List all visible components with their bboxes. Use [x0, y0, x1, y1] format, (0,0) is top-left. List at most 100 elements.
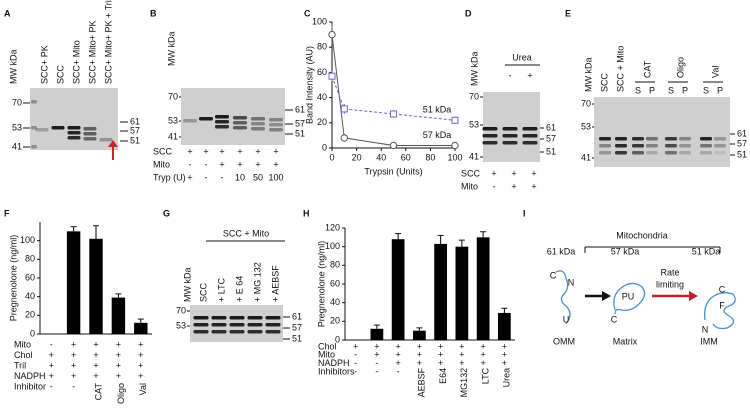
mw-marker: 53	[168, 115, 178, 125]
lane-label: SCC+ Mito+ PK	[87, 20, 97, 84]
lane-label: S	[668, 85, 674, 95]
size-marker: 57	[737, 138, 747, 148]
mw-marker: 70	[12, 97, 22, 107]
row-cell: +	[417, 358, 422, 368]
gel-band	[632, 151, 644, 155]
row-cell: +	[187, 146, 192, 156]
row-cell: E64	[438, 368, 448, 384]
row-cell: +	[138, 371, 143, 381]
gel-band	[67, 136, 81, 140]
size-marker: 51	[737, 149, 747, 159]
row-cell: +	[49, 360, 54, 370]
lane-label: + AEBSF	[270, 265, 280, 302]
arrow-label: Rate	[660, 267, 679, 277]
mw-marker: 53	[469, 119, 479, 129]
location-label: Matrix	[613, 336, 638, 346]
row-cell: +	[480, 358, 485, 368]
row-label: Inhibitor	[14, 381, 46, 391]
row-cell: +	[531, 181, 536, 191]
lane-label: SCC+ PK	[39, 45, 49, 84]
bar	[455, 246, 469, 340]
panel-letter: G	[163, 208, 170, 218]
gel-band	[229, 330, 245, 334]
gel-band	[251, 117, 265, 121]
row-cell: +	[417, 341, 422, 351]
row-label: NADPH	[14, 371, 46, 381]
row-cell: +	[93, 350, 98, 360]
row-cell: +	[438, 341, 443, 351]
y-tick-label: 0	[30, 328, 35, 338]
lane-label: S	[635, 85, 641, 95]
gel-band	[83, 132, 97, 136]
bar	[66, 231, 81, 334]
x-tick-label: 100	[447, 152, 462, 162]
row-cell: -	[493, 181, 496, 191]
gel-band	[665, 144, 677, 148]
y-tick-label: 60	[25, 272, 35, 282]
mw-marker: 53	[176, 320, 186, 330]
mw-label: MW kDa	[583, 58, 593, 93]
row-cell: +	[417, 350, 422, 360]
protein-shape	[613, 282, 646, 315]
y-tick-label: 80	[317, 42, 327, 52]
size-marker: 51	[292, 333, 302, 343]
lane-label: MW kDa	[182, 268, 192, 303]
row-cell: +	[219, 146, 224, 156]
size-marker: 61	[295, 104, 305, 114]
row-cell: +	[374, 341, 379, 351]
domain-label: C	[611, 314, 618, 324]
x-tick-label: 80	[425, 152, 435, 162]
row-cell: +	[93, 371, 98, 381]
protein-shape	[555, 270, 571, 325]
gel-band	[67, 126, 81, 130]
gel-band	[522, 134, 538, 138]
lane-label: +	[527, 70, 532, 80]
row-label: SCC	[153, 146, 173, 156]
series-line	[331, 34, 455, 146]
row-cell: +	[138, 360, 143, 370]
stage-name: 57 kDa	[611, 246, 640, 256]
gel-band	[522, 127, 538, 131]
row-cell: CAT	[93, 383, 103, 401]
gel-band	[265, 323, 281, 327]
arrow-head	[689, 291, 698, 301]
lane-label: S	[703, 85, 709, 95]
gel-band	[714, 151, 726, 155]
y-tick-label: 60	[330, 278, 340, 288]
row-cell: +	[511, 181, 516, 191]
y-tick-label: 80	[25, 254, 35, 264]
bracket-label: SCC + Mito	[223, 228, 269, 238]
size-marker: 51	[295, 128, 305, 138]
row-cell: +	[71, 350, 76, 360]
mw-marker: 70	[469, 91, 479, 101]
x-tick-label: 0	[329, 152, 334, 162]
point	[340, 134, 348, 142]
gel-band	[679, 144, 691, 148]
gel-band	[646, 151, 658, 155]
y-axis-label: Band Intensity (AU)	[304, 46, 314, 124]
gel-band	[265, 330, 281, 334]
gel	[181, 88, 285, 145]
size-marker: 61	[737, 128, 747, 138]
point	[328, 72, 336, 80]
y-tick-label: 0	[322, 142, 327, 152]
gel-band	[193, 316, 209, 320]
gel-band	[714, 144, 726, 148]
gel-band	[83, 127, 97, 131]
gel-band	[700, 137, 712, 141]
row-cell: +	[93, 339, 98, 349]
row-label: Mito	[318, 350, 335, 360]
row-cell: +	[480, 341, 485, 351]
gel-band	[502, 134, 518, 138]
row-cell: +	[71, 360, 76, 370]
row-label: Tril	[14, 360, 26, 370]
bar	[413, 330, 426, 340]
gel-band	[665, 151, 677, 155]
gel-band	[482, 134, 498, 138]
row-cell: -	[354, 350, 357, 360]
size-marker: 61	[292, 311, 302, 321]
gel-band	[646, 137, 658, 141]
y-tick-label: 120	[325, 222, 340, 232]
row-cell: +	[459, 341, 464, 351]
